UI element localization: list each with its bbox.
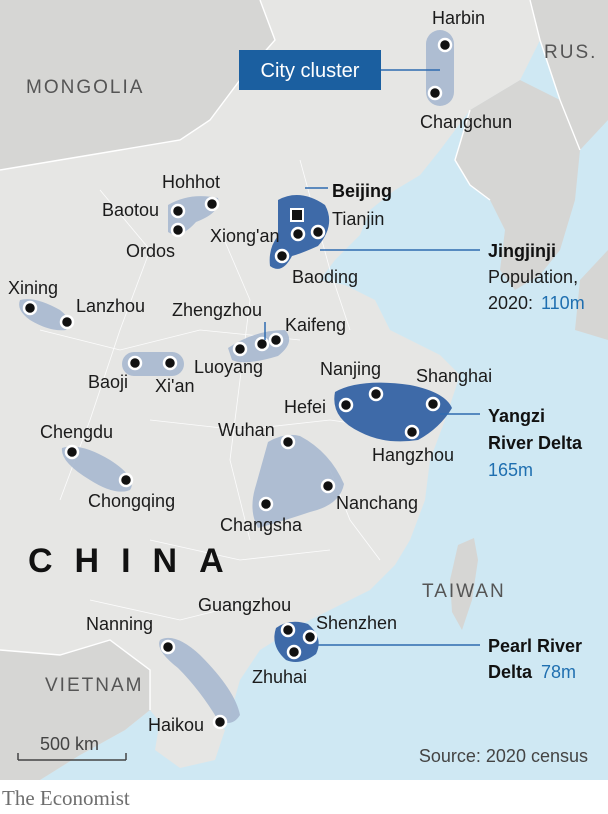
jingjinji-pop-value: 110m — [541, 293, 585, 313]
city-label-luoyang: Luoyang — [194, 357, 263, 377]
city-dot-xiongan — [290, 226, 306, 242]
city-dot-chengdu — [64, 444, 80, 460]
land-hainan — [155, 712, 225, 768]
land-mainland — [0, 0, 540, 780]
city-dot-wuhan — [280, 434, 296, 450]
city-label-baotou: Baotou — [102, 200, 159, 220]
city-dot-changsha — [258, 496, 274, 512]
legend-badge — [239, 50, 381, 90]
pearl-name-line1: Pearl River — [488, 636, 582, 656]
city-dot-ordos — [170, 222, 186, 238]
cluster-yangzi-delta — [334, 382, 452, 442]
city-dot-xian — [162, 355, 178, 371]
china-city-cluster-map: City cluster MONGOLIA RUS. CHINA TAIWAN … — [0, 0, 608, 780]
land-japan — [575, 250, 608, 340]
city-dot-hohhot — [204, 196, 220, 212]
cluster-middle-yangzi — [252, 434, 344, 528]
city-dot-tianjin — [310, 224, 326, 240]
city-label-baoji: Baoji — [88, 372, 128, 392]
city-label-ordos: Ordos — [126, 241, 175, 261]
city-dots — [22, 37, 453, 730]
city-dot-baotou — [170, 203, 186, 219]
city-label-tianjin: Tianjin — [332, 209, 384, 229]
country-label-mongolia: MONGOLIA — [26, 77, 144, 98]
province-lines — [39, 159, 401, 621]
city-dot-haikou — [212, 714, 228, 730]
borders — [0, 0, 581, 710]
city-label-nanjing: Nanjing — [320, 359, 381, 379]
city-dot-shanghai — [425, 396, 441, 412]
city-label-changsha: Changsha — [220, 515, 303, 535]
city-label-zhuhai: Zhuhai — [252, 667, 307, 687]
city-dot-shenzhen — [302, 629, 318, 645]
city-label-hohhot: Hohhot — [162, 172, 220, 192]
city-dot-nanchang — [320, 478, 336, 494]
city-label-hangzhou: Hangzhou — [372, 445, 454, 465]
country-label-russia: RUS. — [544, 42, 597, 63]
pearl-pop-value: 78m — [541, 662, 576, 682]
city-label-kaifeng: Kaifeng — [285, 315, 346, 335]
country-label-vietnam: VIETNAM — [45, 675, 143, 696]
pearl-name-line2: Delta — [488, 662, 533, 682]
legend-label: City cluster — [261, 60, 360, 82]
country-label-china: CHINA — [28, 542, 246, 580]
leader-lines — [264, 69, 480, 646]
land-taiwan — [450, 538, 478, 630]
city-dot-zhengzhou — [254, 336, 270, 352]
city-dot-luoyang — [232, 341, 248, 357]
scale-bar — [17, 753, 127, 761]
land-russia — [530, 0, 608, 150]
city-label-nanchang: Nanchang — [336, 493, 418, 513]
city-dot-hefei — [338, 397, 354, 413]
city-label-lanzhou: Lanzhou — [76, 296, 145, 316]
city-label-shenzhen: Shenzhen — [316, 613, 397, 633]
yangzi-name-line2: River Delta — [488, 433, 583, 453]
city-label-xian: Xi'an — [155, 376, 194, 396]
city-label-shanghai: Shanghai — [416, 366, 492, 386]
city-dot-baoji — [127, 355, 143, 371]
city-label-chengdu: Chengdu — [40, 422, 113, 442]
source-note: Source: 2020 census — [419, 746, 588, 766]
city-label-zhengzhou: Zhengzhou — [172, 300, 262, 320]
city-dot-baoding — [274, 248, 290, 264]
jingjinji-pop-line1: Population, — [488, 267, 578, 287]
scale-bar-label: 500 km — [40, 734, 99, 754]
city-dot-zhuhai — [286, 644, 302, 660]
city-label-guangzhou: Guangzhou — [198, 595, 291, 615]
city-dot-harbin — [437, 37, 453, 53]
city-label-xiongan: Xiong'an — [210, 226, 280, 246]
publisher-footer: The Economist — [2, 786, 130, 810]
land-vietnam — [0, 640, 150, 780]
country-label-taiwan: TAIWAN — [422, 581, 506, 602]
city-label-beijing: Beijing — [332, 181, 392, 201]
jingjinji-name: Jingjinji — [488, 241, 556, 261]
city-dot-guangzhou — [280, 622, 296, 638]
cluster-blobs — [19, 30, 454, 724]
city-dot-xining — [22, 300, 38, 316]
city-dot-lanzhou — [59, 314, 75, 330]
city-dot-kaifeng — [268, 332, 284, 348]
city-dot-changchun — [427, 85, 443, 101]
beijing-square-marker — [290, 208, 304, 222]
city-label-chongqing: Chongqing — [88, 491, 175, 511]
city-label-baoding: Baoding — [292, 267, 358, 287]
city-label-nanning: Nanning — [86, 614, 153, 634]
cluster-beibu-gulf — [159, 637, 240, 724]
yangzi-pop-value: 165m — [488, 460, 533, 480]
land-mongolia — [0, 0, 275, 170]
city-dot-chongqing — [118, 472, 134, 488]
city-dot-nanjing — [368, 386, 384, 402]
yangzi-name-line1: Yangzi — [488, 406, 545, 426]
cluster-chengdu-chongqing — [61, 446, 132, 492]
city-label-hefei: Hefei — [284, 397, 326, 417]
city-label-haikou: Haikou — [148, 715, 204, 735]
city-label-wuhan: Wuhan — [218, 420, 275, 440]
city-label-changchun: Changchun — [420, 112, 512, 132]
jingjinji-pop-prefix: 2020: — [488, 293, 533, 313]
city-label-xining: Xining — [8, 278, 58, 298]
land-korea — [455, 80, 580, 290]
city-label-harbin: Harbin — [432, 8, 485, 28]
city-dot-nanning — [160, 639, 176, 655]
city-dot-hangzhou — [404, 424, 420, 440]
